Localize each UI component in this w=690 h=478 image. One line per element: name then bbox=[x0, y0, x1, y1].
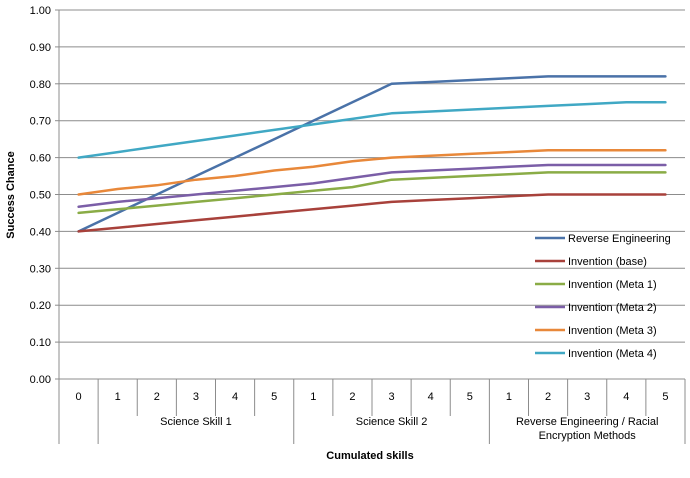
legend-item: Invention (base) bbox=[535, 256, 647, 268]
x-tick-label: 4 bbox=[428, 391, 434, 403]
x-tick-label: 2 bbox=[349, 391, 355, 403]
x-tick-label: 5 bbox=[467, 391, 473, 403]
x-tick-label: 2 bbox=[545, 391, 551, 403]
group-label: Science Skill 2 bbox=[356, 416, 428, 428]
y-tick-label: 0.50 bbox=[30, 190, 51, 202]
x-tick-label: 4 bbox=[232, 391, 238, 403]
y-axis-title: Success Chance bbox=[5, 151, 17, 238]
series-line bbox=[77, 75, 667, 233]
y-tick-label: 0.30 bbox=[30, 263, 51, 275]
x-axis-title: Cumulated skills bbox=[326, 450, 413, 462]
legend-item: Invention (Meta 3) bbox=[535, 325, 657, 337]
legend-label: Reverse Engineering bbox=[568, 233, 671, 245]
x-tick-label: 3 bbox=[193, 391, 199, 403]
x-tick-label: 5 bbox=[662, 391, 668, 403]
x-tick-label: 5 bbox=[271, 391, 277, 403]
x-tick-label: 1 bbox=[115, 391, 121, 403]
y-tick-label: 0.00 bbox=[30, 374, 51, 386]
series-line bbox=[77, 148, 667, 196]
y-tick-label: 1.00 bbox=[30, 5, 51, 17]
y-tick-label: 0.10 bbox=[30, 337, 51, 349]
group-label: Encryption Methods bbox=[539, 430, 637, 442]
group-label: Science Skill 1 bbox=[160, 416, 232, 428]
legend-item: Invention (Meta 1) bbox=[535, 279, 657, 291]
y-tick-label: 0.70 bbox=[30, 116, 51, 128]
y-tick-label: 0.40 bbox=[30, 226, 51, 238]
x-tick-label: 3 bbox=[389, 391, 395, 403]
series-line bbox=[77, 163, 667, 208]
x-tick-label: 0 bbox=[76, 391, 82, 403]
y-tick-label: 0.20 bbox=[30, 300, 51, 312]
x-tick-label: 2 bbox=[154, 391, 160, 403]
legend-item: Invention (Meta 4) bbox=[535, 348, 657, 360]
legend-label: Invention (Meta 4) bbox=[568, 348, 657, 360]
y-tick-label: 0.90 bbox=[30, 42, 51, 54]
x-tick-label: 3 bbox=[584, 391, 590, 403]
y-tick-label: 0.60 bbox=[30, 153, 51, 165]
x-tick-label: 4 bbox=[623, 391, 629, 403]
legend-label: Invention (base) bbox=[568, 256, 647, 268]
x-tick-label: 1 bbox=[310, 391, 316, 403]
series-line bbox=[77, 171, 667, 215]
legend-item: Reverse Engineering bbox=[535, 233, 671, 245]
legend-label: Invention (Meta 1) bbox=[568, 279, 657, 291]
series-line bbox=[77, 193, 667, 233]
legend: Reverse Engineering Invention (base) Inven… bbox=[535, 233, 671, 360]
y-tick-label: 0.80 bbox=[30, 79, 51, 91]
legend-item: Invention (Meta 2) bbox=[535, 302, 657, 314]
series-lines bbox=[77, 75, 667, 233]
group-label: Reverse Engineering / Racial bbox=[516, 416, 658, 428]
legend-label: Invention (Meta 3) bbox=[568, 325, 657, 337]
x-tick-label: 1 bbox=[506, 391, 512, 403]
grid-lines bbox=[59, 9, 685, 343]
axes: 0.00 0.10 0.20 0.30 0.40 0.50 0.60 0.70 0.80 0.90… bbox=[30, 5, 686, 444]
legend-label: Invention (Meta 2) bbox=[568, 302, 657, 314]
series-line bbox=[77, 101, 667, 159]
